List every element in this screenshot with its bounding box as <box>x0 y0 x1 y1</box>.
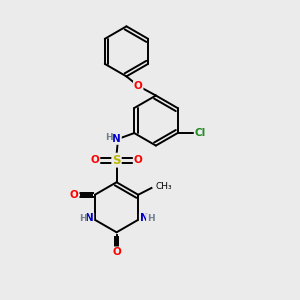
Text: H: H <box>147 214 154 223</box>
Text: H: H <box>105 133 112 142</box>
Text: CH₃: CH₃ <box>155 182 172 191</box>
Text: N: N <box>140 213 148 223</box>
Text: N: N <box>112 134 121 144</box>
Text: O: O <box>134 155 142 165</box>
Text: H: H <box>79 214 86 223</box>
Text: N: N <box>85 213 93 223</box>
Text: O: O <box>134 81 142 91</box>
Text: O: O <box>70 190 79 200</box>
Text: O: O <box>112 247 121 257</box>
Text: O: O <box>91 155 99 165</box>
Text: Cl: Cl <box>195 128 206 138</box>
Text: S: S <box>112 154 121 167</box>
